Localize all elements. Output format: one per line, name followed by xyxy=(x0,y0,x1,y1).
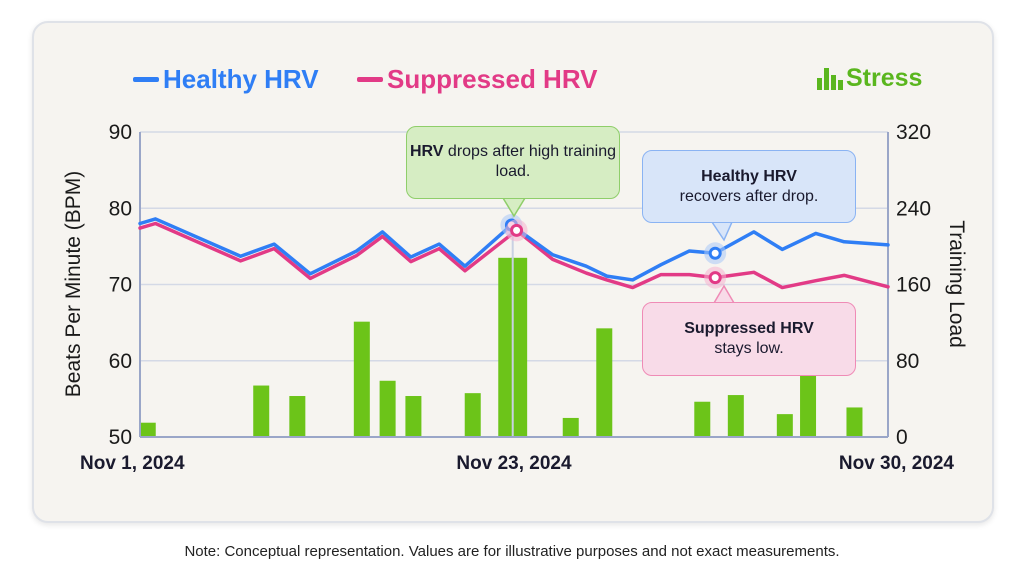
y-tick-label: 80 xyxy=(109,197,132,220)
annotation-pointer-blue xyxy=(710,221,734,242)
healthy-hrv-line xyxy=(138,217,890,282)
stress-bar xyxy=(353,321,370,437)
legend-item-healthy-hrv: Healthy HRV xyxy=(133,64,319,95)
y2-tick-label: 240 xyxy=(896,197,931,220)
annotation-suppressed-stays-low: Suppressed HRV stays low. xyxy=(642,302,856,376)
annotation-pointer-pink xyxy=(712,284,736,304)
annotation-pointer-green xyxy=(501,197,527,218)
annotation-healthy-recovers: Healthy HRV recovers after drop. xyxy=(642,150,856,223)
healthy-recovery-marker xyxy=(708,246,722,260)
legend-swatch-healthy xyxy=(133,77,159,82)
stress-bar xyxy=(498,257,515,437)
stress-bar xyxy=(846,407,863,437)
stress-bar xyxy=(253,385,270,437)
stress-bar xyxy=(776,414,793,437)
suppressed-hrv-line xyxy=(138,221,890,290)
legend-label-healthy: Healthy HRV xyxy=(163,64,319,94)
x-tick-label: Nov 30, 2024 xyxy=(839,453,955,474)
stress-bar xyxy=(289,396,306,437)
suppressed-peak-marker xyxy=(510,223,524,237)
y2-tick-label: 160 xyxy=(896,274,931,297)
y2-tick-label: 80 xyxy=(896,350,919,373)
stress-bar xyxy=(727,395,744,437)
legend-item-suppressed-hrv: Suppressed HRV xyxy=(357,64,597,95)
legend-label-stress: Stress xyxy=(846,64,923,92)
y-tick-label: 70 xyxy=(109,274,132,297)
annotation-suppressed-bold: Suppressed HRV xyxy=(684,320,814,337)
stress-bar xyxy=(562,417,579,437)
legend-label-suppressed: Suppressed HRV xyxy=(387,64,598,94)
x-tick-label: Nov 1, 2024 xyxy=(80,453,185,474)
annotation-suppressed-text: stays low. xyxy=(714,340,784,357)
y-tick-label: 90 xyxy=(109,121,132,144)
y-axis-label: Beats Per Minute (BPM) xyxy=(62,171,85,397)
annotation-hrv-drop-bold: HRV xyxy=(409,143,444,160)
y2-tick-label: 320 xyxy=(896,121,931,144)
y-tick-label: 60 xyxy=(109,350,132,373)
y2-axis-label: Training Load xyxy=(945,220,968,348)
suppressed-low-marker xyxy=(708,271,722,285)
x-tick-label: Nov 23, 2024 xyxy=(456,453,572,474)
bar-chart-icon xyxy=(817,67,843,90)
annotation-healthy-bold: Healthy HRV xyxy=(701,168,797,185)
annotation-healthy-text: recovers after drop. xyxy=(679,188,819,205)
stress-bar xyxy=(694,401,711,437)
annotation-hrv-drop: HRV drops after high training load. xyxy=(406,126,620,199)
stress-bar xyxy=(405,396,422,437)
stress-bar xyxy=(139,422,156,437)
y-tick-label: 50 xyxy=(109,426,132,449)
stress-bar xyxy=(511,257,528,437)
y2-tick-label: 0 xyxy=(896,426,908,449)
annotation-hrv-drop-text: drops after high training load. xyxy=(443,143,617,180)
footnote: Note: Conceptual representation. Values … xyxy=(184,543,840,560)
stress-bar xyxy=(596,328,613,437)
stress-bar xyxy=(379,380,396,437)
legend-swatch-suppressed xyxy=(357,77,383,82)
legend-item-stress: Stress xyxy=(817,64,922,93)
stress-bar xyxy=(464,393,481,437)
